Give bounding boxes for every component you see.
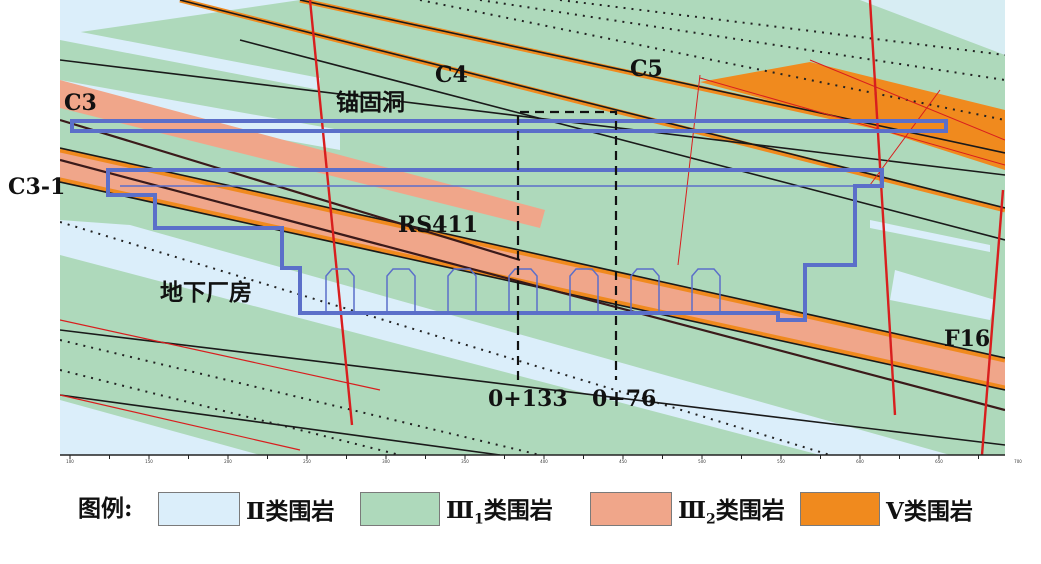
generator-units (325, 268, 721, 313)
legend-prefix: Ⅴ (886, 498, 904, 525)
anchor-tunnel-outline (70, 119, 948, 133)
axis-tick-label: 300 (382, 459, 390, 464)
axis-tick-label: 700 (1014, 459, 1022, 464)
legend-prefix: Ⅲ (446, 496, 475, 524)
legend-label-class-ii: Ⅱ类围岩 (246, 492, 334, 526)
class-iii2-band-upper (60, 80, 545, 228)
legend-swatch-class-v (800, 492, 880, 526)
rock-mass-map (60, 0, 1005, 455)
legend-label-class-v: Ⅴ类围岩 (886, 492, 973, 526)
axis: 1001502002503003504004505005506006507007… (60, 454, 1022, 464)
axis-tick-label: 400 (540, 459, 548, 464)
section-dashed-box (516, 110, 618, 380)
legend-item-class-v: Ⅴ类围岩 (800, 492, 973, 526)
class-ii-zone-top-left (60, 0, 300, 35)
label-c4: C4 (435, 62, 468, 88)
legend-text: 类围岩 (483, 496, 553, 524)
legend-label-class-iii1: Ⅲ1类围岩 (446, 491, 553, 528)
axis-tick-label: 500 (698, 459, 706, 464)
legend-sub: 1 (474, 511, 484, 528)
label-rs411: RS411 (398, 212, 478, 238)
legend: 图例: Ⅱ类围岩 Ⅲ1类围岩 Ⅲ2类围岩 Ⅴ类围岩 (0, 478, 1041, 538)
legend-sub: 2 (706, 511, 716, 528)
legend-label-class-iii2: Ⅲ2类围岩 (678, 491, 785, 528)
legend-item-class-iii1: Ⅲ1类围岩 (360, 491, 553, 528)
legend-swatch-class-ii (158, 492, 240, 526)
legend-prefix: Ⅲ (678, 496, 707, 524)
legend-text: 类围岩 (903, 498, 973, 525)
legend-swatch-class-iii2 (590, 492, 672, 526)
axis-tick-label: 450 (619, 459, 627, 464)
class-ii-right-strip (870, 220, 990, 252)
legend-prefix: Ⅱ (246, 498, 266, 525)
label-c3: C3 (64, 90, 97, 116)
class-ii-bottom-left (60, 400, 260, 455)
label-anchor-tunnel: 锚固洞 (336, 89, 405, 116)
axis-tick-label: 150 (145, 459, 153, 464)
axis-tick-label: 250 (303, 459, 311, 464)
class-ii-right-block (890, 270, 995, 320)
class-ii-strip-left (60, 28, 320, 90)
legend-title: 图例: (78, 495, 133, 522)
legend-swatch-class-iii1 (360, 492, 440, 526)
label-c5: C5 (630, 56, 663, 82)
label-c3-1: C3-1 (8, 174, 65, 200)
legend-item-class-iii2: Ⅲ2类围岩 (590, 491, 785, 528)
label-station-b: 0+76 (592, 386, 656, 412)
axis-tick-label: 550 (777, 459, 785, 464)
axis-tick-label: 600 (856, 459, 864, 464)
class-iii2-band-rs411 (60, 150, 1005, 388)
axis-tick-label: 200 (224, 459, 232, 464)
label-f16: F16 (944, 326, 990, 352)
axis-tick-label: 100 (66, 459, 74, 464)
legend-item-class-ii: Ⅱ类围岩 (158, 492, 334, 526)
axis-tick-label: 350 (461, 459, 469, 464)
label-station-a: 0+133 (488, 386, 568, 412)
axis-tick-label: 650 (935, 459, 943, 464)
class-ii-band-lower (60, 220, 950, 455)
legend-text: 类围岩 (715, 496, 785, 524)
axis-ticks: 1001502002503003504004505005506006507007… (66, 455, 1022, 464)
bedding-lines-dark (60, 118, 1005, 412)
class-ii-top-right (600, 0, 1005, 55)
label-powerhouse: 地下厂房 (160, 279, 252, 306)
legend-text: 类围岩 (265, 498, 335, 525)
